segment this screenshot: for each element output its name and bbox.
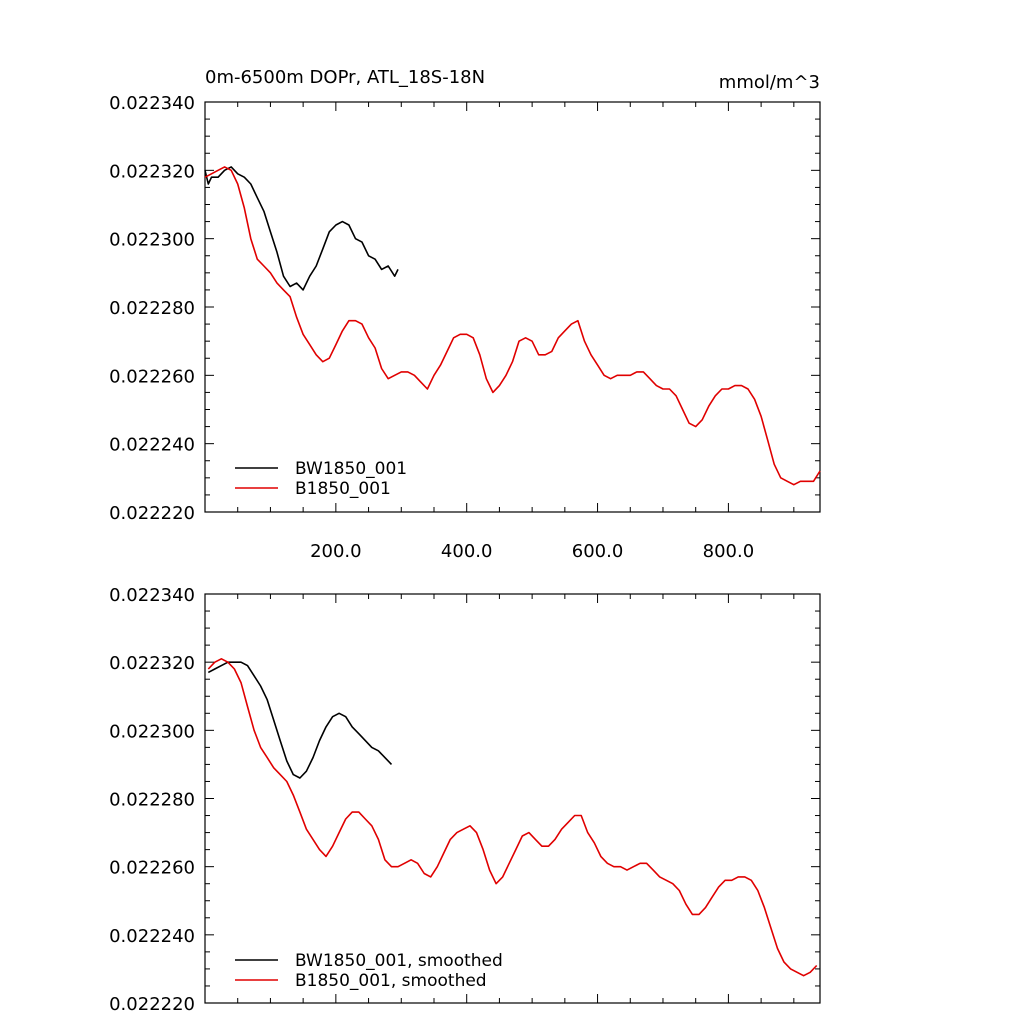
series-line-0	[204, 166, 399, 291]
x-tick-label: 600.0	[572, 541, 624, 562]
y-tick-label: 0.022260	[109, 858, 195, 879]
y-tick-label: 0.022220	[109, 994, 195, 1015]
y-tick-label: 0.022320	[109, 161, 195, 182]
series-line-1	[207, 658, 818, 977]
legend-label: B1850_001, smoothed	[295, 971, 487, 991]
y-tick-label: 0.022280	[109, 790, 195, 811]
plot-frame	[204, 593, 821, 1004]
y-tick-label: 0.022240	[109, 435, 195, 456]
y-tick-label: 0.022220	[109, 503, 195, 524]
bottom-chart-panel: 0.022220 0.022240 0.022260 0.022280 0.022300…	[109, 585, 821, 1015]
y-tick-label: 0.022240	[109, 926, 195, 947]
y-tick-label: 0.022340	[109, 585, 195, 606]
chart-title: 0m-6500m DOPr, ATL_18S-18N	[205, 67, 485, 88]
legend-label: B1850_001	[295, 479, 391, 499]
series-line-0	[207, 661, 393, 779]
y-tick-label: 0.022300	[109, 230, 195, 251]
legend-label: BW1850_001	[295, 459, 407, 479]
x-tick-label: 800.0	[703, 541, 755, 562]
units-label: mmol/m^3	[719, 72, 820, 93]
x-tick-label: 200.0	[310, 541, 362, 562]
y-tick-label: 0.022260	[109, 366, 195, 387]
plot-frame	[204, 101, 821, 513]
series-line-1	[204, 166, 821, 486]
top-chart-panel: 0m-6500m DOPr, ATL_18S-18N mmol/m^3 0.02…	[109, 67, 821, 562]
y-tick-label: 0.022300	[109, 721, 195, 742]
x-tick-label: 400.0	[441, 541, 493, 562]
legend-label: BW1850_001, smoothed	[295, 951, 503, 971]
y-tick-label: 0.022340	[109, 93, 195, 114]
y-tick-label: 0.022280	[109, 298, 195, 319]
y-tick-label: 0.022320	[109, 653, 195, 674]
